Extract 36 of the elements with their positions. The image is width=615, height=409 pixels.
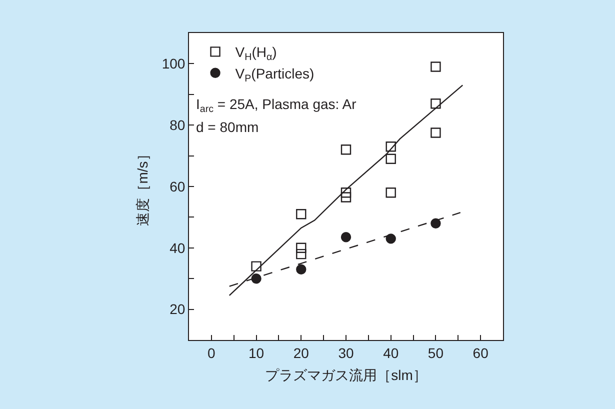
- point: [251, 274, 262, 284]
- y-axis-title: 速度［m/s］: [134, 147, 150, 226]
- point: [251, 261, 262, 272]
- point: [430, 128, 441, 138]
- point: [340, 192, 352, 202]
- point: [430, 98, 441, 109]
- x-tick-label: 50: [428, 344, 444, 361]
- annotation: I$_{arc}$ = 25A, Plasma gas: Ar: [196, 96, 357, 115]
- x-tick-label: 40: [383, 344, 399, 361]
- x-tick-label: 20: [293, 344, 310, 361]
- point: [340, 188, 352, 198]
- x-tick-label: 0: [208, 344, 216, 361]
- point: [296, 248, 306, 260]
- x-tick-label: 10: [248, 344, 264, 361]
- point: [340, 232, 352, 242]
- y-tick-label: 20: [170, 301, 186, 318]
- x-tick-label: 60: [472, 344, 489, 361]
- point: [386, 234, 396, 244]
- point: [386, 141, 396, 152]
- x-tick-label: 30: [338, 344, 354, 361]
- annotation: d = 80mm: [196, 119, 259, 135]
- y-tick-label: 40: [170, 240, 186, 256]
- point: [296, 209, 306, 220]
- y-tick-label: 80: [170, 117, 186, 133]
- point: [430, 62, 441, 72]
- point: [340, 144, 352, 155]
- legend-label: V$_{H}$(H$_{α}$): [235, 44, 277, 64]
- y-tick-label: 60: [170, 178, 186, 194]
- point: [430, 218, 441, 228]
- legend-label: V$_{P}$(Particles): [235, 65, 314, 84]
- point: [296, 242, 306, 253]
- point: [386, 188, 396, 198]
- point: [386, 154, 396, 164]
- point: [296, 264, 306, 274]
- x-axis-title: プラズマガス流用［slm］: [265, 367, 427, 384]
- y-tick-label: 100: [162, 56, 186, 72]
